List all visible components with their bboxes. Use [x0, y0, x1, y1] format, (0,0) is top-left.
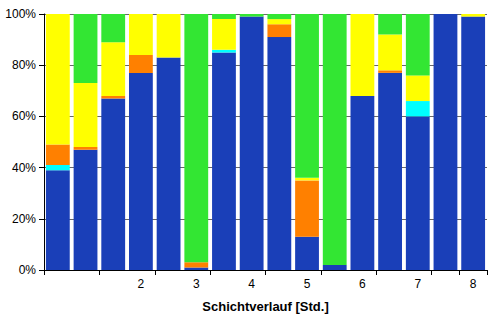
svg-text:80%: 80%: [12, 58, 36, 72]
svg-text:3: 3: [193, 277, 200, 291]
svg-text:60%: 60%: [12, 109, 36, 123]
svg-text:7: 7: [414, 277, 421, 291]
svg-text:20%: 20%: [12, 212, 36, 226]
svg-text:0%: 0%: [19, 263, 37, 277]
svg-text:8: 8: [470, 277, 477, 291]
svg-text:4: 4: [248, 277, 255, 291]
svg-text:2: 2: [138, 277, 145, 291]
svg-text:6: 6: [359, 277, 366, 291]
svg-text:5: 5: [304, 277, 311, 291]
svg-text:40%: 40%: [12, 161, 36, 175]
svg-text:Schichtverlauf [Std.]: Schichtverlauf [Std.]: [202, 299, 328, 314]
svg-text:100%: 100%: [5, 7, 36, 21]
